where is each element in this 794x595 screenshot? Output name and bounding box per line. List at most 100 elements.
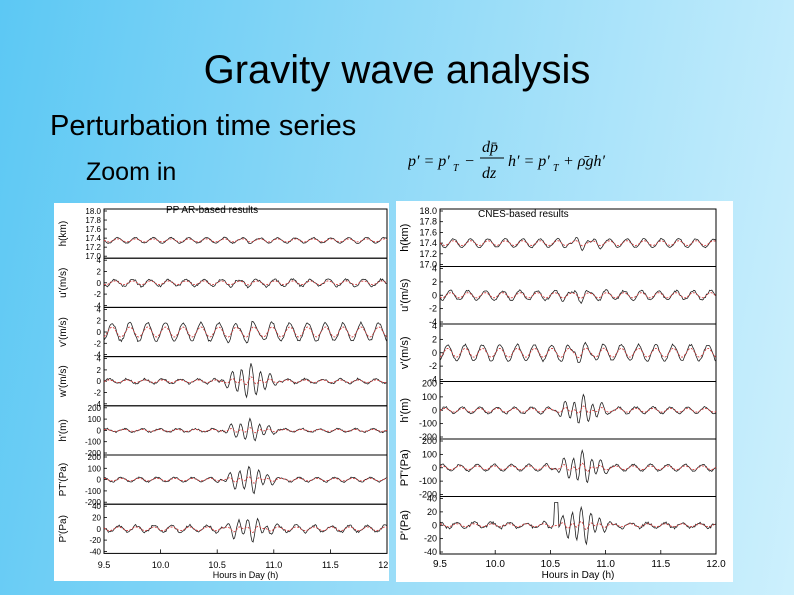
- x-tick-label: 12.0: [706, 559, 726, 570]
- series-fit-line: [103, 525, 388, 533]
- y-tick-label: 0: [97, 328, 102, 337]
- y-tick-label: 20: [92, 514, 101, 523]
- y-axis-label: P'(Pa): [58, 515, 69, 542]
- y-tick-label: -200: [85, 449, 102, 458]
- y-tick-label: 0: [97, 525, 102, 534]
- ppar-chart-svg: 18.017.817.617.417.217.0h(km)420-2-4u'(m…: [58, 207, 389, 580]
- y-tick-label: 100: [88, 464, 102, 473]
- x-tick-label: 9.5: [433, 559, 447, 570]
- y-tick-label: -100: [85, 438, 102, 447]
- series-fit-line: [439, 520, 717, 531]
- x-tick-label: 10.0: [485, 559, 505, 570]
- series-measured-line: [103, 363, 387, 399]
- y-tick-label: 17.0: [85, 252, 101, 261]
- y-tick-label: 17.2: [419, 249, 437, 259]
- y-tick-label: 100: [88, 415, 102, 424]
- y-tick-label: 20: [427, 507, 437, 517]
- y-tick-label: 4: [432, 264, 437, 274]
- series-fit-line: [439, 405, 717, 414]
- svg-text:dp̄: dp̄: [482, 139, 498, 156]
- y-tick-label: 17.6: [85, 225, 101, 234]
- y-tick-label: -4: [429, 375, 437, 385]
- pressure-equation: p′ = p′ T − dp̄ dz h′ = p′ T + ρ̄gh′: [408, 139, 605, 182]
- series-fit-line: [103, 238, 388, 243]
- series-measured-line: [103, 320, 388, 344]
- x-tick-label: 10.5: [208, 560, 226, 570]
- chart-title-ppar: PP AR-based results: [166, 205, 259, 216]
- y-tick-label: 0: [432, 290, 437, 300]
- y-tick-label: 4: [432, 321, 437, 331]
- series-fit-line: [103, 326, 388, 338]
- subplot-frame: [103, 306, 388, 358]
- series-measured-line: [103, 277, 388, 289]
- y-tick-label: -2: [429, 361, 437, 371]
- y-tick-label: -100: [419, 419, 437, 429]
- y-axis-label: h'(m): [399, 398, 411, 423]
- y-tick-label: 2: [97, 317, 102, 326]
- series-fit-line: [103, 475, 388, 484]
- y-tick-label: 17.2: [85, 243, 101, 252]
- y-tick-label: -200: [85, 498, 102, 507]
- y-tick-label: -200: [419, 490, 437, 500]
- y-tick-label: -4: [94, 301, 102, 310]
- svg-text:T: T: [453, 163, 460, 174]
- y-tick-label: 0: [97, 279, 102, 288]
- y-tick-label: 100: [422, 392, 437, 402]
- y-tick-label: -200: [419, 432, 437, 442]
- y-tick-label: 0: [432, 348, 437, 358]
- y-tick-label: -40: [89, 547, 101, 556]
- zoom-label: Zoom in: [86, 158, 177, 186]
- y-tick-label: -4: [94, 400, 102, 409]
- svg-text:T: T: [553, 163, 560, 174]
- y-tick-label: 200: [422, 436, 437, 446]
- y-tick-label: 100: [422, 449, 437, 459]
- svg-text:dz: dz: [482, 165, 497, 182]
- y-tick-label: 200: [88, 404, 102, 413]
- y-tick-label: 17.4: [85, 234, 101, 243]
- y-tick-label: 17.8: [85, 216, 101, 225]
- y-tick-label: -2: [94, 339, 102, 348]
- cnes-chart-svg: 18.017.817.617.417.217.0h(km)420-2-4u'(m…: [399, 206, 726, 581]
- y-tick-label: 2: [432, 277, 437, 287]
- y-axis-label: u'(m/s): [399, 279, 411, 312]
- y-tick-label: -2: [94, 290, 102, 299]
- y-tick-label: 40: [427, 494, 437, 504]
- y-tick-label: 0: [97, 377, 102, 386]
- series-measured-line: [439, 393, 717, 424]
- y-tick-label: 17.4: [419, 238, 437, 248]
- y-axis-label: h(km): [399, 224, 411, 252]
- x-tick-label: 9.5: [98, 560, 111, 570]
- ppar-results-chart: PP AR-based results 18.0 17.8 17.6 17.4 17.2…: [54, 203, 389, 581]
- y-axis-label: h'(m): [58, 419, 69, 441]
- y-tick-label: 0: [432, 520, 437, 530]
- x-tick-label: 10.5: [541, 559, 561, 570]
- y-tick-label: 18.0: [419, 206, 437, 216]
- series-measured-line: [439, 289, 717, 305]
- series-measured-line: [439, 448, 717, 484]
- subplot-frame: [439, 323, 717, 382]
- y-tick-label: -100: [419, 476, 437, 486]
- y-tick-label: 0: [97, 476, 102, 485]
- x-tick-label: 11.0: [265, 560, 282, 570]
- y-tick-label: 17.0: [419, 260, 437, 270]
- y-tick-label: -20: [89, 536, 101, 545]
- y-tick-label: -4: [429, 317, 437, 327]
- x-axis-label: Hours in Day (h): [213, 570, 279, 580]
- y-axis-label: PT'(Pa): [58, 463, 69, 497]
- y-tick-label: -40: [424, 547, 437, 557]
- y-axis-label: h(km): [58, 221, 69, 247]
- y-tick-label: 200: [88, 453, 102, 462]
- y-axis-label: P'(Pa): [399, 510, 411, 540]
- y-tick-label: 18.0: [85, 207, 101, 216]
- chart-title-cnes: CNES-based results: [478, 209, 569, 220]
- y-tick-label: 2: [97, 268, 102, 277]
- y-tick-label: 40: [92, 502, 101, 511]
- y-tick-label: -2: [429, 304, 437, 314]
- y-axis-label: v'(m/s): [399, 336, 411, 369]
- y-tick-label: -4: [94, 351, 102, 360]
- svg-text:+ ρ̄gh′: + ρ̄gh′: [563, 153, 605, 170]
- y-axis-label: w'(m/s): [58, 365, 69, 398]
- series-fit-line: [439, 347, 717, 358]
- y-axis-label: PT'(Pa): [399, 449, 411, 486]
- slide-subtitle: Perturbation time series: [50, 110, 357, 142]
